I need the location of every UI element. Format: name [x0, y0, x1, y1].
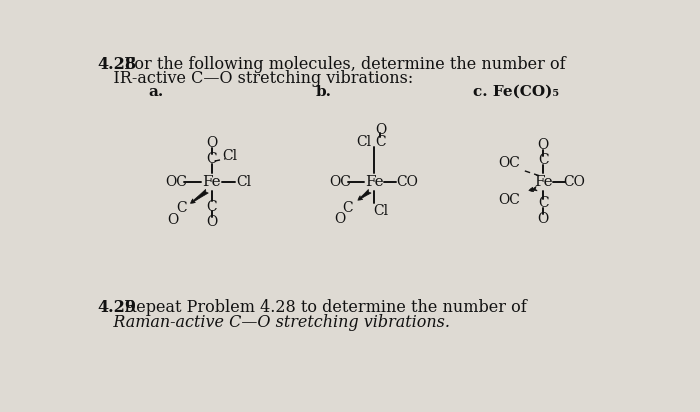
- Text: 4.29: 4.29: [97, 299, 136, 316]
- Text: C: C: [342, 201, 354, 215]
- Text: Cl: Cl: [373, 204, 388, 218]
- Text: C: C: [375, 135, 386, 149]
- Text: OC: OC: [329, 175, 351, 189]
- Text: Fe: Fe: [534, 175, 552, 189]
- Text: O: O: [167, 213, 178, 227]
- Text: OC: OC: [498, 157, 520, 171]
- Text: Raman-active C—O stretching vibrations.: Raman-active C—O stretching vibrations.: [97, 314, 449, 331]
- Text: O: O: [206, 136, 217, 150]
- Text: Fe: Fe: [202, 175, 220, 189]
- Text: OC: OC: [165, 175, 187, 189]
- Text: O: O: [335, 212, 346, 226]
- Text: O: O: [374, 122, 386, 136]
- Text: Cl: Cl: [237, 175, 251, 189]
- Text: Fe: Fe: [365, 175, 384, 189]
- Text: C: C: [206, 199, 217, 213]
- Text: C: C: [538, 153, 549, 167]
- Text: b.: b.: [316, 85, 332, 99]
- Text: C: C: [206, 152, 217, 166]
- Text: CO: CO: [564, 175, 585, 189]
- Text: C: C: [538, 197, 549, 211]
- Text: For the following molecules, determine the number of: For the following molecules, determine t…: [119, 56, 566, 73]
- Text: CO: CO: [396, 175, 418, 189]
- Text: Cl: Cl: [223, 150, 238, 164]
- Text: Repeat Problem 4.28 to determine the number of: Repeat Problem 4.28 to determine the num…: [119, 299, 527, 316]
- Text: OC: OC: [498, 193, 520, 207]
- Text: c. Fe(CO)₅: c. Fe(CO)₅: [473, 85, 559, 99]
- Text: 4.28: 4.28: [97, 56, 136, 73]
- Text: O: O: [538, 212, 549, 226]
- Text: C: C: [176, 201, 188, 215]
- Text: Cl: Cl: [356, 135, 371, 149]
- Text: IR-active C—O stretching vibrations:: IR-active C—O stretching vibrations:: [97, 70, 413, 87]
- Text: O: O: [538, 138, 549, 152]
- Text: a.: a.: [148, 85, 163, 99]
- Text: O: O: [206, 215, 217, 229]
